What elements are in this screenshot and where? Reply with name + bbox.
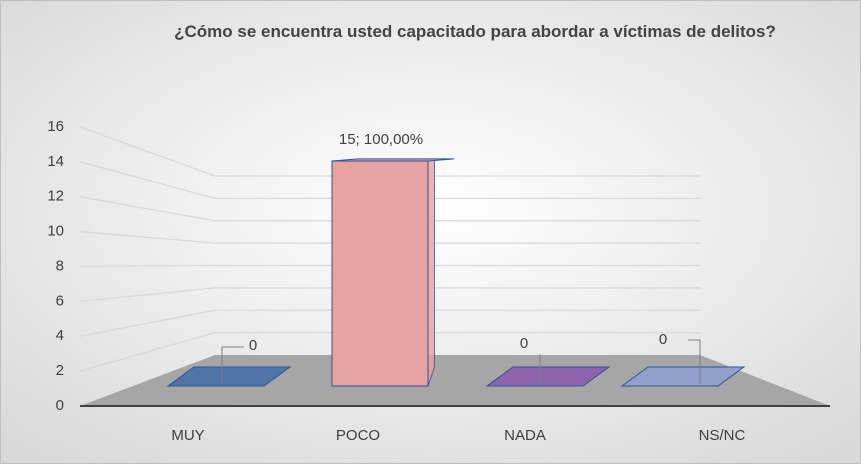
y-tick-label: 4	[56, 327, 64, 344]
data-label: 15; 100,00%	[339, 131, 423, 148]
bar-face	[620, 366, 746, 387]
leader-line	[221, 346, 244, 384]
bar	[331, 158, 455, 387]
bar-face	[331, 160, 429, 387]
y-tick-label: 0	[56, 397, 64, 414]
grid-line	[79, 230, 700, 244]
y-tick-label: 12	[47, 188, 64, 205]
data-label: 0	[659, 331, 667, 348]
bar	[485, 366, 611, 387]
grid-line	[79, 309, 700, 337]
bar-face	[427, 158, 435, 387]
bar-face	[485, 366, 611, 387]
x-tick-label: POCO	[336, 427, 380, 444]
grid-line	[79, 264, 700, 268]
leader-line	[688, 339, 701, 384]
x-tick-label: MUY	[171, 427, 204, 444]
grid-line	[79, 126, 700, 177]
chart-title: ¿Cómo se encuentra usted capacitado para…	[174, 22, 776, 41]
grid-line	[79, 161, 700, 200]
grid-line	[79, 196, 700, 222]
y-tick-label: 2	[56, 362, 64, 379]
y-tick-label: 6	[56, 292, 64, 309]
bar-face	[166, 366, 292, 387]
data-label: 0	[520, 335, 528, 352]
grid-line	[79, 287, 700, 303]
bar-face	[331, 158, 455, 162]
grid-line	[79, 331, 700, 372]
bar	[620, 366, 746, 387]
bar	[166, 366, 292, 387]
data-label: 0	[249, 337, 257, 354]
y-tick-label: 16	[47, 118, 64, 135]
y-tick-label: 8	[56, 257, 64, 274]
y-tick-label: 14	[47, 153, 64, 170]
y-tick-label: 10	[47, 223, 64, 240]
x-tick-label: NADA	[504, 427, 546, 444]
x-tick-label: NS/NC	[699, 427, 746, 444]
